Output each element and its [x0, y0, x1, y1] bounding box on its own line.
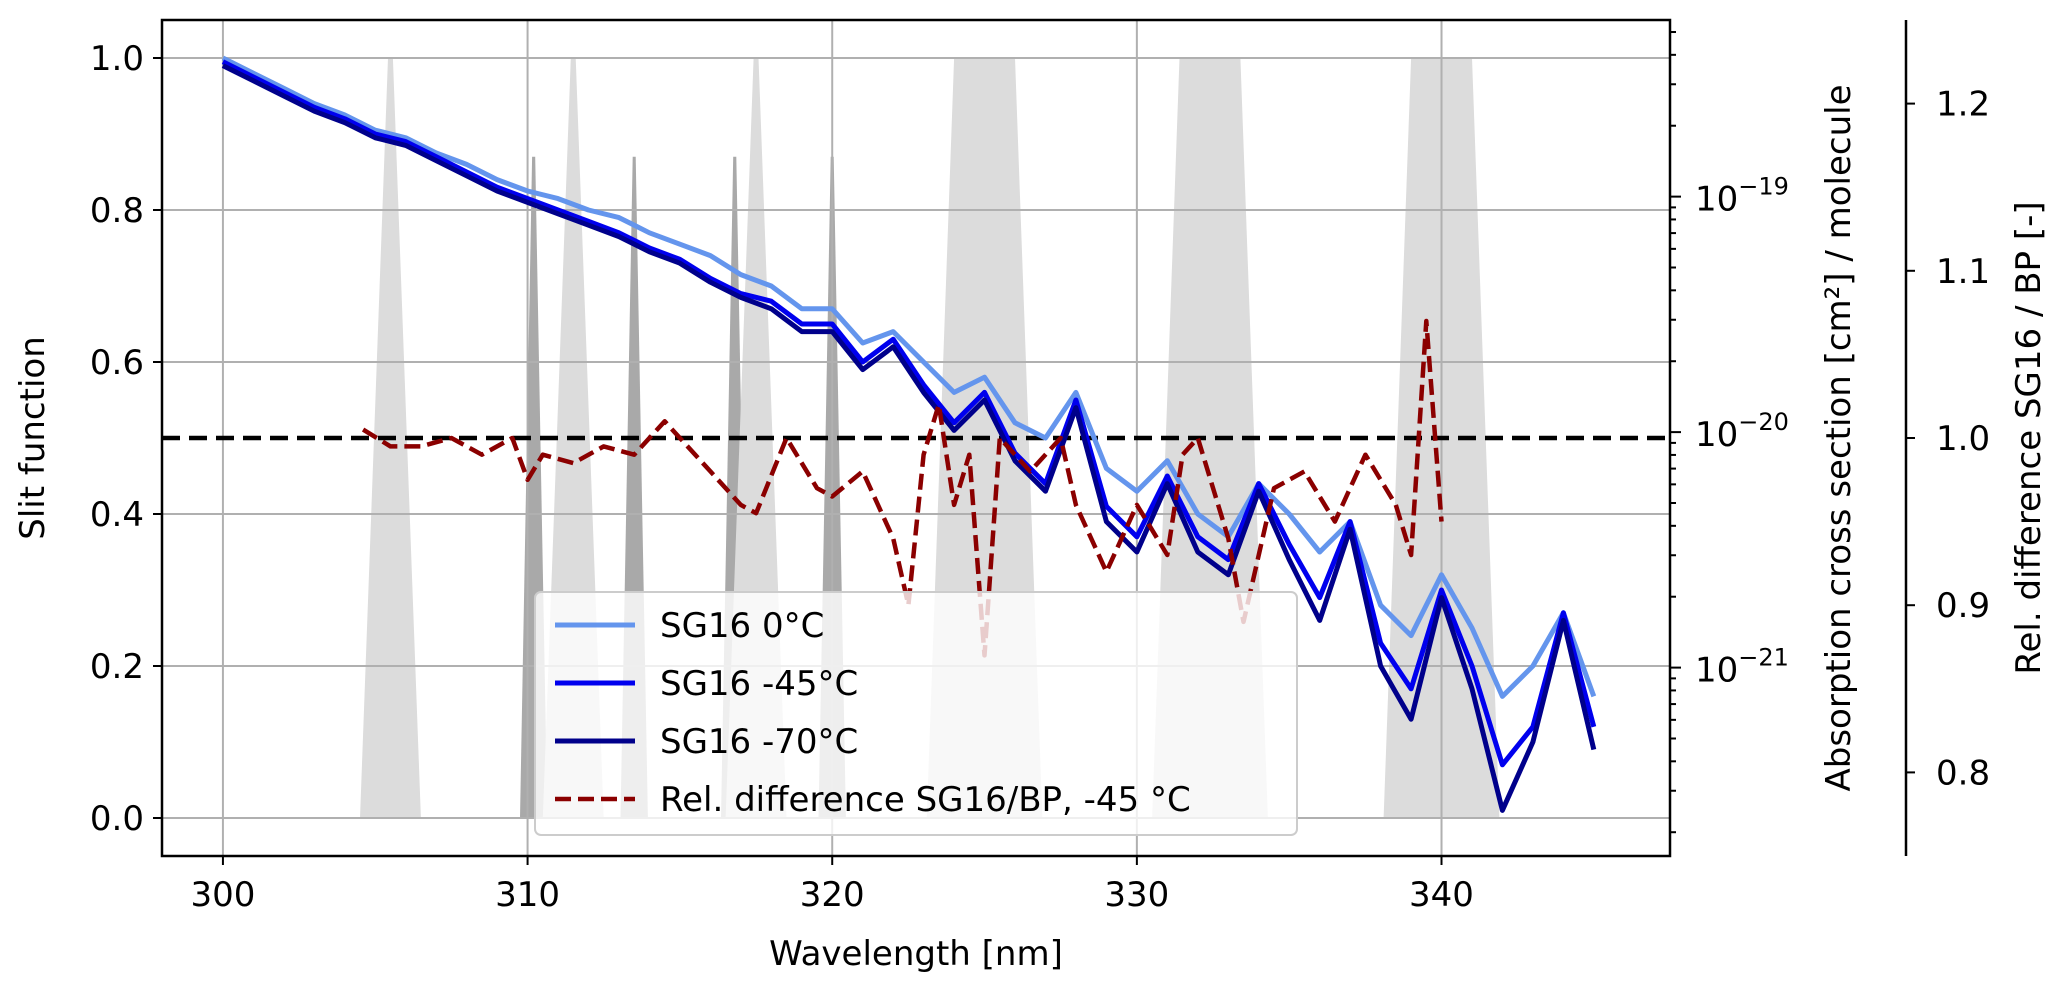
axes-layer: 300 310 320 330 340 0.0 0.2 0.4 0.6 0.8 1.0 10−21 10… [90, 18, 1990, 915]
x-tick-label: 340 [1409, 875, 1474, 915]
plot-frame [160, 18, 1672, 858]
legend: SG16 0°C SG16 -45°C SG16 -70°C Rel. differe… [534, 591, 1298, 836]
y-axis-right-reldiff-label: Rel. difference SG16 / BP [-] [2009, 201, 2049, 674]
y-right2-tick-label: 0.8 [1936, 753, 1990, 793]
series-layer [162, 55, 1670, 813]
x-tick-label: 320 [800, 875, 865, 915]
y-right2-tick-label: 0.9 [1936, 586, 1990, 626]
legend-entry-label: SG16 -45°C [660, 664, 858, 704]
y-right1-tick-label: 10−21 [1695, 644, 1789, 691]
x-axis-label: Wavelength [nm] [769, 934, 1063, 974]
y-right2-tick-label: 1.0 [1936, 419, 1990, 459]
y-right2-tick-label: 1.2 [1936, 85, 1990, 125]
series-line [221, 55, 1597, 699]
y-axis-right-absorption-label: Absorption cross section [cm²] / molecul… [1819, 84, 1859, 791]
legend-entry-label: Rel. difference SG16/BP, -45 °C [660, 780, 1191, 820]
y-right1-tick-label: 10−20 [1695, 408, 1789, 455]
y-right2-tick-label: 1.1 [1936, 252, 1990, 292]
y-left-tick-label: 0.4 [90, 495, 144, 535]
y-left-tick-label: 0.0 [90, 799, 144, 839]
y-axis-left-label: Slit function [13, 336, 53, 540]
y-left-tick-label: 0.8 [90, 191, 144, 231]
x-tick-label: 330 [1104, 875, 1169, 915]
y-right1-tick-label: 10−19 [1695, 173, 1789, 220]
legend-entry-label: SG16 -70°C [660, 722, 858, 762]
series-line [221, 59, 1597, 768]
legend-entry-label: SG16 0°C [660, 606, 824, 646]
y-left-tick-label: 1.0 [90, 39, 144, 79]
y-left-tick-label: 0.6 [90, 343, 144, 383]
y-left-tick-label: 0.2 [90, 647, 144, 687]
x-tick-label: 300 [190, 875, 255, 915]
series-line [361, 318, 1444, 658]
legend-frame [534, 591, 1298, 836]
x-tick-label: 310 [495, 875, 560, 915]
series-line [221, 63, 1597, 813]
